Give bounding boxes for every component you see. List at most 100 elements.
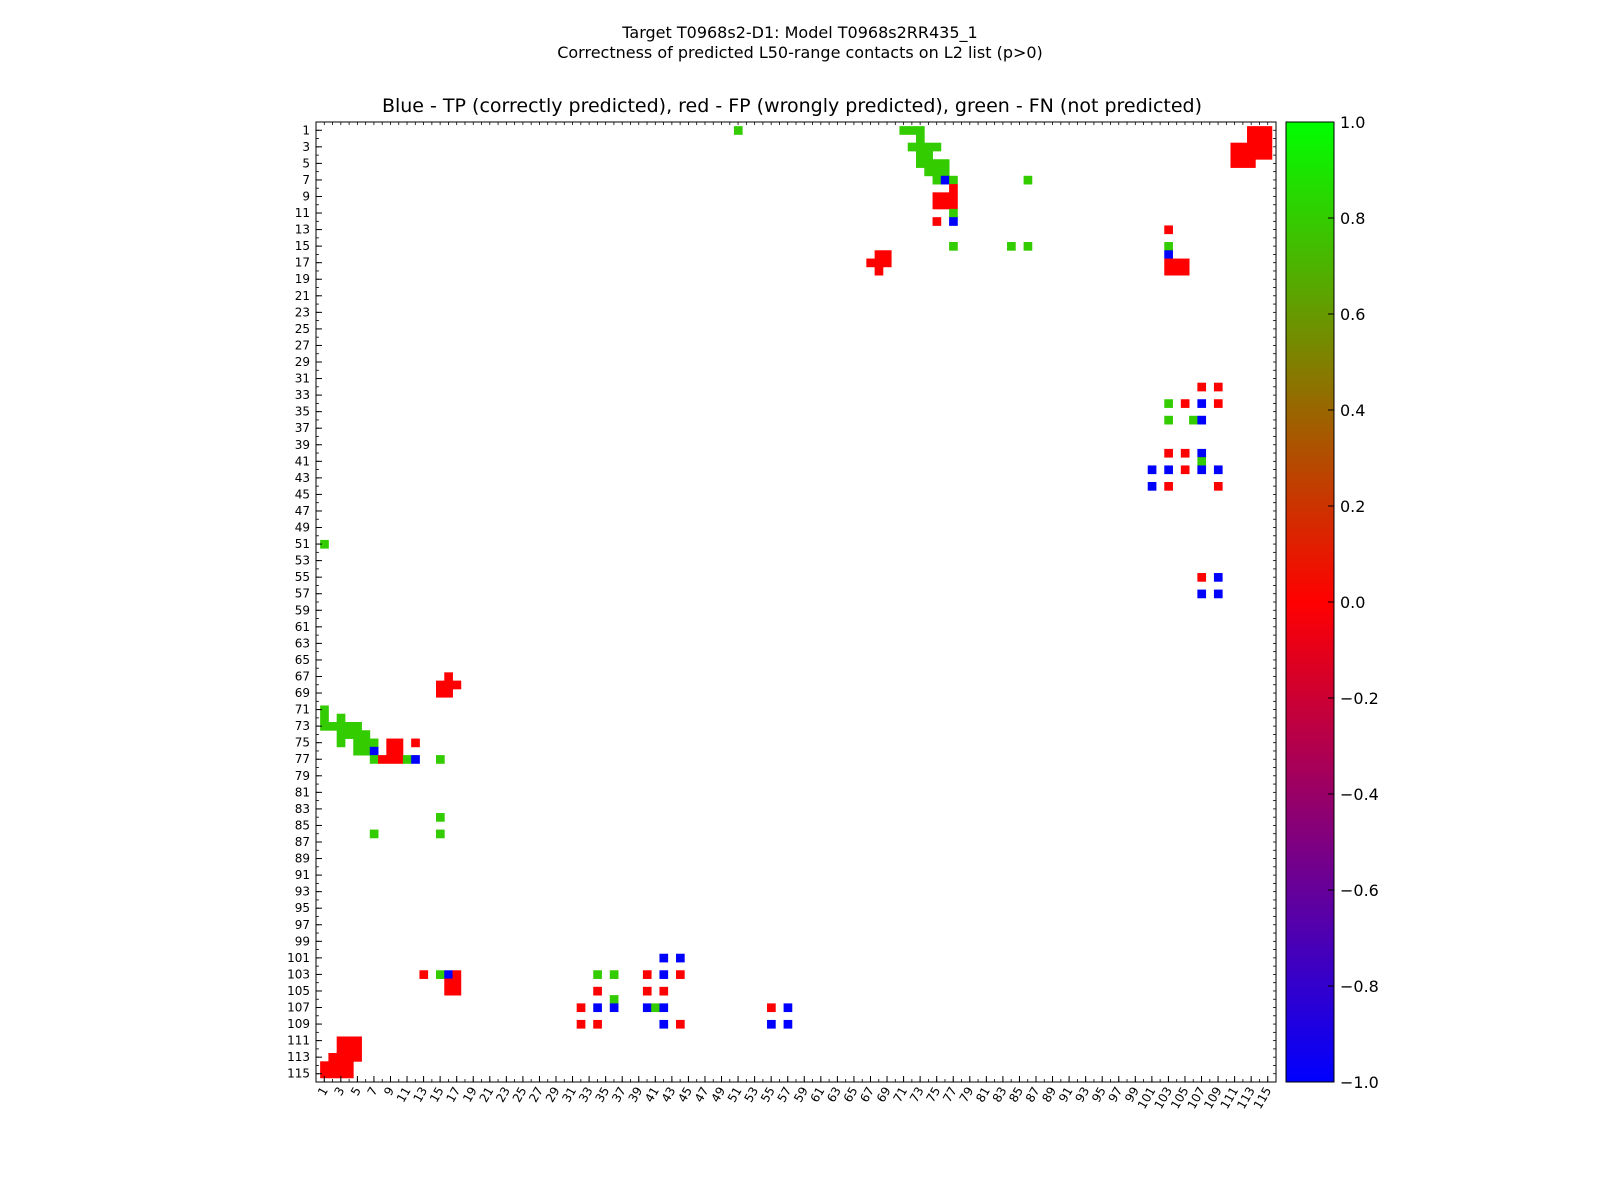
contact-cell-fp: [1197, 382, 1207, 392]
y-tick-label: 93: [295, 885, 310, 899]
x-tick-label: 11: [394, 1085, 414, 1105]
contact-cell-fp: [386, 755, 396, 764]
contact-cell-fn: [932, 175, 942, 185]
y-tick-label: 29: [295, 355, 310, 369]
contact-cell-fn: [320, 705, 329, 715]
x-tick-label: 51: [725, 1085, 745, 1105]
contact-cell-fp: [642, 986, 652, 996]
contact-cell-fp: [940, 200, 950, 210]
y-tick-label: 51: [295, 537, 310, 551]
y-tick-label: 57: [295, 587, 310, 601]
colorbar-tick-label: −1.0: [1340, 1073, 1379, 1092]
contact-cell-fp: [452, 978, 462, 988]
y-tick-label: 115: [287, 1067, 310, 1081]
x-tick-label: 13: [410, 1085, 430, 1105]
contact-cell-tp: [659, 1019, 669, 1029]
contact-cell-fp: [336, 1061, 346, 1070]
x-tick-label: 115: [1251, 1085, 1275, 1112]
contact-cell-fp: [353, 1044, 362, 1054]
contact-cell-fp: [1197, 573, 1207, 582]
contact-cell-fn: [328, 722, 338, 731]
contact-cell-fp: [1164, 266, 1173, 276]
contact-cell-tp: [676, 953, 685, 963]
contact-cell-fn: [924, 159, 933, 168]
contact-cell-fn: [609, 970, 619, 979]
x-tick-label: 83: [990, 1085, 1010, 1105]
y-tick-label: 43: [295, 471, 310, 485]
y-tick-label: 89: [295, 852, 310, 866]
y-tick-label: 5: [302, 156, 310, 170]
y-tick-label: 25: [295, 322, 310, 336]
contact-cell-fp: [328, 1069, 338, 1079]
contact-cell-tp: [767, 1019, 776, 1029]
contact-cell-fn: [336, 738, 346, 748]
chart-title: Target T0968s2-D1: Model T0968s2RR435_1: [621, 23, 977, 43]
contact-cell-fn: [932, 167, 942, 177]
contact-cell-fp: [576, 1019, 586, 1029]
contact-cell-fp: [336, 1069, 346, 1079]
y-tick-label: 53: [295, 554, 310, 568]
contact-cell-fp: [378, 755, 387, 764]
x-tick-label: 57: [775, 1085, 795, 1105]
y-tick-label: 107: [287, 1001, 310, 1015]
contact-cell-fp: [1230, 150, 1240, 160]
contact-cell-fp: [866, 258, 876, 268]
y-tick-label: 87: [295, 835, 310, 849]
contact-cell-fp: [932, 192, 942, 202]
y-tick-label: 103: [287, 967, 310, 981]
y-tick-label: 111: [287, 1034, 310, 1048]
y-tick-label: 19: [295, 272, 310, 286]
contact-cell-fp: [394, 755, 404, 764]
contact-cell-fp: [882, 250, 892, 259]
contact-cell-fn: [402, 755, 412, 764]
contact-cell-fp: [874, 266, 884, 276]
y-tick-label: 83: [295, 802, 310, 816]
contact-cell-fp: [320, 1061, 329, 1070]
contact-cell-fp: [344, 1053, 354, 1062]
contact-cell-fp: [344, 1044, 354, 1054]
contact-cell-fp: [1247, 150, 1256, 160]
contact-cell-fn: [651, 1003, 660, 1013]
colorbar-frame: [1285, 121, 1335, 1083]
contact-cell-fp: [949, 192, 958, 202]
contact-cell-tp: [444, 970, 453, 979]
x-tick-label: 31: [559, 1085, 579, 1105]
contact-cell-tp: [659, 1003, 669, 1013]
contact-cell-fn: [369, 829, 379, 839]
axis-ticks: 1357911131517192123252729313335373941434…: [287, 122, 1276, 1111]
contact-cell-fp: [353, 1036, 362, 1046]
x-tick-label: 19: [460, 1085, 480, 1105]
y-tick-label: 73: [295, 719, 310, 733]
x-tick-label: 81: [973, 1085, 993, 1105]
colorbar-tick-label: 0.0: [1340, 593, 1365, 612]
y-tick-label: 59: [295, 603, 310, 617]
contact-cell-fn: [320, 713, 329, 723]
contact-cell-fn: [916, 142, 925, 152]
x-tick-label: 39: [626, 1085, 646, 1105]
contact-cell-fn: [353, 746, 362, 756]
contact-cell-fp: [1238, 142, 1248, 152]
contact-cell-fp: [328, 1053, 338, 1062]
contact-cell-fp: [1247, 159, 1256, 168]
contact-cell-fp: [949, 184, 958, 193]
x-tick-label: 87: [1023, 1085, 1043, 1105]
chart-subtitle: Correctness of predicted L50-range conta…: [557, 43, 1043, 62]
y-tick-label: 49: [295, 521, 310, 535]
plot-frame: [315, 121, 1277, 1083]
contact-cell-fp: [336, 1053, 346, 1062]
contact-cell-fp: [444, 978, 453, 988]
contact-cell-tp: [1164, 250, 1173, 259]
contact-cell-tp: [1147, 465, 1157, 475]
contact-cell-tp: [593, 1003, 602, 1013]
contact-cell-fp: [444, 672, 453, 682]
y-tick-label: 63: [295, 636, 310, 650]
colorbar-tick-label: 1.0: [1340, 113, 1365, 132]
contact-cell-tp: [1197, 415, 1207, 425]
colorbar-tick-label: −0.6: [1340, 881, 1379, 900]
contact-cell-tp: [411, 755, 420, 764]
contact-cell-fp: [874, 258, 884, 268]
contact-cell-tp: [1213, 589, 1223, 599]
x-tick-label: 47: [692, 1085, 712, 1105]
colorbar-tick-label: 0.6: [1340, 305, 1365, 324]
y-tick-label: 7: [302, 173, 310, 187]
